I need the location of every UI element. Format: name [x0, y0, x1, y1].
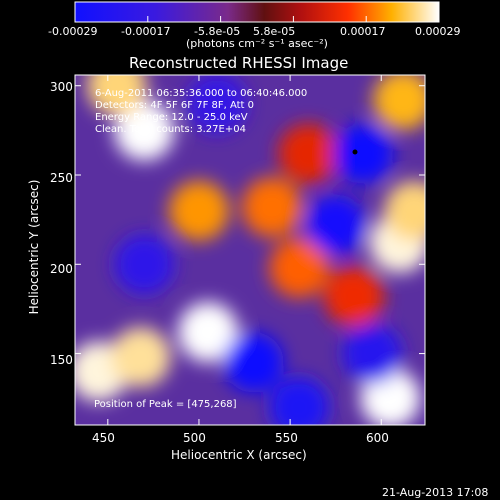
heatmap-feature [278, 123, 339, 184]
colorbar-tick-label: 5.8e-05 [253, 25, 296, 38]
colorbar-unit-label: (photons cm⁻² s⁻¹ asec⁻²) [186, 37, 328, 50]
colorbar [74, 1, 440, 23]
colorbar-tick-label: -5.8e-05 [194, 25, 241, 38]
heatmap-feature [333, 123, 394, 184]
peak-position-label: Position of Peak = [475,268] [94, 399, 237, 410]
heatmap-feature [384, 180, 425, 241]
footer-timestamp: 21-Aug-2013 17:08 [382, 486, 489, 499]
y-tick-label: 200 [50, 262, 73, 276]
colorbar-tick-label: -0.00017 [121, 25, 171, 38]
heatmap-feature [269, 377, 330, 425]
x-tick-label: 600 [366, 431, 389, 445]
heatmap-feature [373, 75, 425, 130]
heatmap-feature [114, 100, 175, 161]
colorbar-ticks [74, 16, 440, 22]
heatmap-feature [241, 177, 302, 238]
annotation-energy-range: Energy Range: 12.0 - 25.0 keV [95, 112, 248, 123]
y-axis-label: Heliocentric Y (arcsec) [27, 179, 41, 315]
colorbar-tick-label: 0.00029 [415, 25, 461, 38]
heatmap-feature [223, 332, 284, 393]
x-tick-label: 450 [92, 431, 115, 445]
x-tick-label: 550 [275, 431, 298, 445]
colorbar-tick-label: 0.00017 [340, 25, 386, 38]
annotation-detectors: Detectors: 4F 5F 6F 7F 8F, Att 0 [95, 100, 255, 111]
annotation-time-range: 6-Aug-2011 06:35:36.000 to 06:40:46.000 [95, 88, 308, 99]
heatmap-feature [86, 75, 147, 116]
y-tick-label: 150 [50, 353, 73, 367]
heatmap-feature [110, 327, 171, 388]
colorbar-tick-label: -0.00029 [48, 25, 98, 38]
x-axis-label: Heliocentric X (arcsec) [171, 448, 307, 462]
heatmap-feature [269, 237, 330, 298]
heatmap-feature [187, 75, 248, 134]
heatmap-feature [114, 234, 175, 295]
heatmap-feature [178, 302, 239, 363]
x-tick-label: 500 [183, 431, 206, 445]
axis-ticks [75, 75, 425, 425]
heatmap-feature [168, 180, 229, 241]
heatmap-image [75, 75, 425, 425]
heatmap-feature [342, 323, 403, 384]
y-tick-label: 300 [50, 80, 73, 94]
heatmap-feature [323, 266, 384, 327]
peak-marker [352, 149, 358, 155]
chart-title: Reconstructed RHESSI Image [129, 54, 349, 72]
y-tick-label: 250 [50, 171, 73, 185]
annotation-total-counts: Clean. Total counts: 3.27E+04 [95, 124, 246, 135]
heatmap-feature [305, 195, 366, 255]
plot-frame [74, 74, 426, 426]
